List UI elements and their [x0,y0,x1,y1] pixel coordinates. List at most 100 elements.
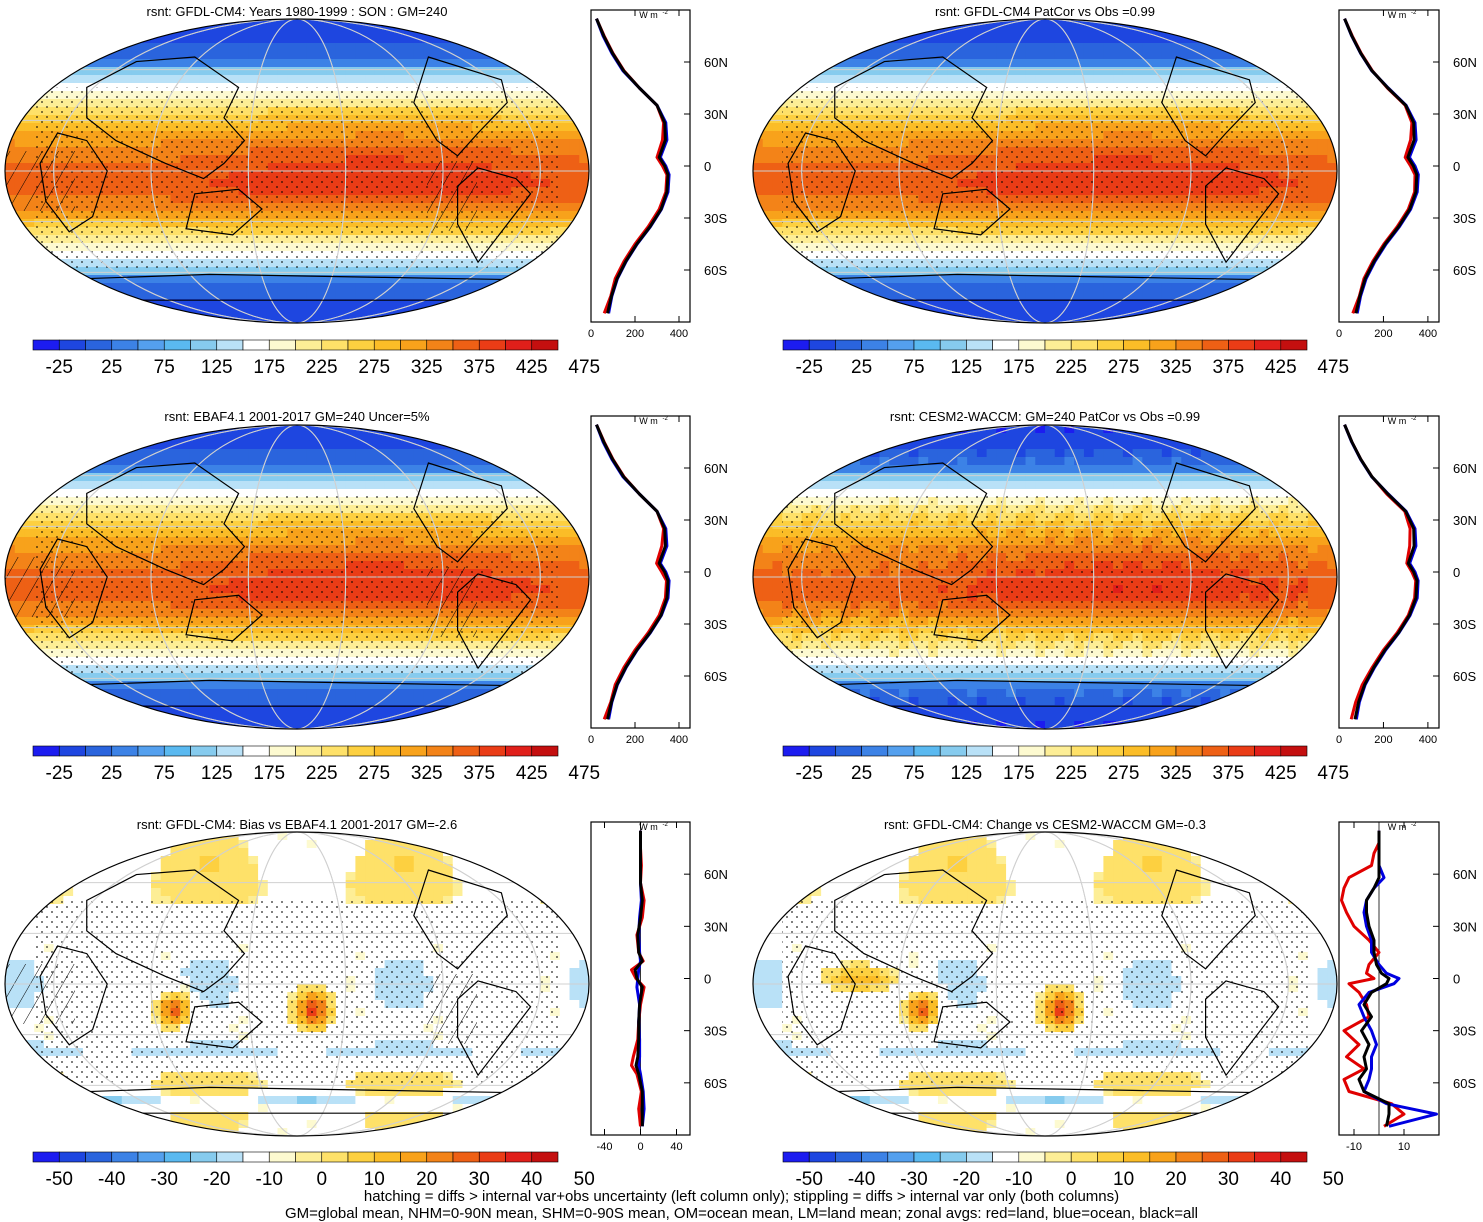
zonal-xtick-label: 400 [1419,734,1437,746]
colorbar-label: 325 [411,357,443,378]
colorbar-label: -25 [795,763,822,784]
panel-p5: rsnt: GFDL-CM4: Bias vs EBAF4.1 2001-201… [5,817,728,1190]
colorbar-label: 30 [469,1169,490,1190]
colorbar-label: 125 [201,763,233,784]
colorbar-swatch [33,746,59,756]
colorbar-swatch [862,340,888,350]
colorbar-swatch [138,1152,164,1162]
colorbar-swatch [914,746,940,756]
colorbar-label: -10 [256,1169,283,1190]
colorbar-label: 475 [1317,763,1349,784]
colorbar-label: -20 [203,1169,230,1190]
colorbar-swatch [296,1152,322,1162]
colorbar-label: -10 [1005,1169,1032,1190]
zonal-xtick-label: 200 [626,328,644,340]
hatching [5,557,75,617]
colorbar-label: 20 [416,1169,437,1190]
colorbar-swatch [33,1152,59,1162]
zonal-lat-label: 60N [1453,55,1477,70]
panel-title: rsnt: GFDL-CM4: Bias vs EBAF4.1 2001-201… [137,817,457,832]
colorbar-swatch [33,340,59,350]
hatching [5,964,75,1024]
zonal-lat-label: 30N [704,107,728,122]
map-field [5,19,590,324]
colorbar-swatch [243,1152,269,1162]
colorbar-swatch [1071,746,1097,756]
colorbar-swatch [453,746,479,756]
colorbar-swatch [112,340,138,350]
colorbar-label: 10 [1113,1169,1134,1190]
colorbar-swatch [1255,746,1281,756]
colorbar-label: 325 [1160,357,1192,378]
colorbar-swatch [164,1152,190,1162]
colorbar-swatch [427,340,453,350]
colorbar-swatch [1228,340,1254,350]
zonal-unit-label: W m [639,10,658,20]
colorbar-label: -20 [953,1169,980,1190]
zonal-unit-label: W m [1388,822,1407,832]
colorbar-label: 275 [358,357,390,378]
zonal-xtick-label: 40 [670,1141,682,1153]
zonal-lat-label: 30S [704,1024,727,1039]
colorbar-swatch [940,1152,966,1162]
zonal-xtick-label: 0 [1336,734,1342,746]
zonal-unit-label: W m [1388,416,1407,426]
colorbar-label: -30 [151,1169,178,1190]
colorbar-swatch [1045,746,1071,756]
panel-p3: rsnt: EBAF4.1 2001-2017 GM=240 Uncer=5%-… [5,409,728,784]
panel-title: rsnt: GFDL-CM4 PatCor vs Obs =0.99 [935,4,1155,19]
colorbar-label: 75 [154,763,175,784]
colorbar-swatch [479,1152,505,1162]
zonal-axes [591,10,690,322]
zonal-lat-label: 30N [1453,919,1477,934]
colorbar-swatch [1124,746,1150,756]
colorbar-label: 425 [516,763,548,784]
panel-title: rsnt: GFDL-CM4: Years 1980-1999 : SON : … [147,4,448,19]
zonal-xtick-label: 0 [637,1141,643,1153]
zonal-unit-exponent: -2 [1411,416,1417,422]
zonal-xtick-label: 200 [1374,734,1392,746]
colorbar-label: 25 [101,763,122,784]
colorbar-swatch [1045,340,1071,350]
footer-note-means: GM=global mean, NHM=0-90N mean, SHM=0-90… [0,1205,1483,1222]
colorbar-swatch [835,340,861,350]
colorbar-swatch [86,340,112,350]
map-field [753,832,1338,1137]
colorbar-label: -50 [46,1169,73,1190]
colorbar-swatch [532,340,558,350]
colorbar-swatch [348,746,374,756]
colorbar-label: 425 [1265,357,1297,378]
colorbar-swatch [479,746,505,756]
colorbar-swatch [86,1152,112,1162]
colorbar-swatch [374,746,400,756]
stippling [34,900,560,1082]
colorbar-swatch [322,340,348,350]
zonal-lat-label: 60N [704,867,728,882]
colorbar-label: 10 [364,1169,385,1190]
colorbar-label: 125 [951,763,983,784]
colorbar-swatch [374,1152,400,1162]
colorbar-swatch [1202,340,1228,350]
colorbar-swatch [888,340,914,350]
colorbar-label: 275 [1108,763,1140,784]
colorbar-label: 25 [851,763,872,784]
colorbar-swatch [1228,746,1254,756]
colorbar-label: 75 [903,357,924,378]
zonal-lat-label: 30S [704,617,727,632]
colorbar-swatch [1124,340,1150,350]
colorbar-swatch [1019,340,1045,350]
colorbar-swatch [427,746,453,756]
colorbar-label: 50 [1323,1169,1344,1190]
colorbar-swatch [86,746,112,756]
colorbar-swatch [783,746,809,756]
colorbar-label: 40 [521,1169,542,1190]
colorbar-swatch [138,746,164,756]
colorbar-label: -25 [46,763,73,784]
zonal-xtick-label: 0 [588,328,594,340]
colorbar-swatch [1019,1152,1045,1162]
zonal-xtick-label: 0 [1336,328,1342,340]
